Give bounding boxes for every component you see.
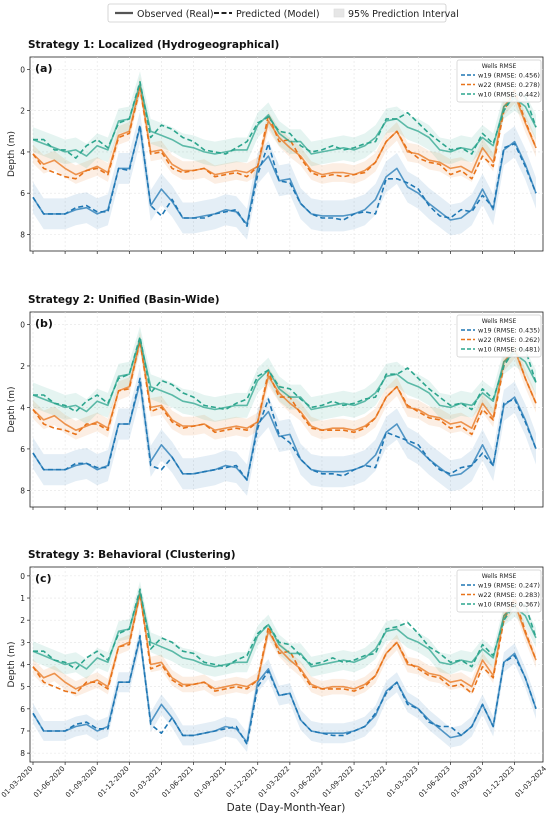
predicted-line-w10 [33,81,537,159]
prediction-interval-w19 [33,367,536,496]
wells-rmse-legend: Wells RMSE w19 (RMSE: 0.435)w22 (RMSE: 0.… [456,314,542,358]
x-tick-labels: 01-03-202001-06-202001-09-202001-12-2020… [0,764,548,799]
legend-entry-w22: w22 (RMSE: 0.278) [478,81,540,89]
prediction-interval-w22 [33,331,536,440]
y-tick-label: 2 [20,362,25,371]
y-tick-label: 6 [20,705,25,714]
y-axis-label: Depth (m) [7,386,17,432]
y-tick-label: 8 [20,486,25,495]
y-tick-label: 2 [20,107,25,116]
legend-observed: Observed (Real) [137,9,214,20]
legend-entry-w10: w10 (RMSE: 0.367) [478,601,540,609]
prediction-interval-w10 [33,71,536,169]
prediction-interval-w22 [33,585,536,697]
y-tick-label: 5 [20,683,25,692]
panel-label: (c) [35,572,52,585]
panel-label: (b) [35,317,53,330]
prediction-interval-w19 [33,111,536,240]
panel-title: Strategy 1: Localized (Hydrogeographical… [28,39,279,51]
x-tick-label: 01-09-2022 [321,765,355,799]
legend-entry-w22: w22 (RMSE: 0.262) [478,336,540,344]
y-tick-label: 0 [20,572,25,581]
legend-entry-w19: w19 (RMSE: 0.435) [478,327,540,335]
panel-1: Strategy 1: Localized (Hydrogeographical… [7,39,544,254]
legend-title: Wells RMSE [482,63,517,70]
observed-line-w19 [32,126,537,225]
y-tick-label: 1 [20,594,25,603]
panel-label: (a) [35,62,52,75]
legend-interval: 95% Prediction Interval [348,9,459,20]
x-tick-label: 01-06-2021 [161,765,195,799]
wells-rmse-legend: Wells RMSE w19 (RMSE: 0.247)w22 (RMSE: 0.… [456,569,542,613]
legend-title: Wells RMSE [482,318,517,325]
y-tick-label: 8 [20,230,25,239]
predicted-line-w19 [32,377,537,481]
y-tick-label: 4 [20,661,25,670]
x-tick-label: 01-03-2020 [0,765,34,799]
y-tick-label: 4 [20,148,25,157]
top-legend: Observed (Real) Predicted (Model) 95% Pr… [107,3,459,23]
predicted-line-w22 [32,592,537,695]
x-tick-label: 01-09-2020 [64,765,98,799]
x-tick-label: 01-06-2023 [417,765,451,799]
x-tick-label: 01-12-2022 [353,765,387,799]
x-axis-label: Date (Day-Month-Year) [227,802,346,814]
legend-entry-w19: w19 (RMSE: 0.456) [478,72,540,80]
y-tick-label: 2 [20,616,25,625]
y-tick-label: 3 [20,638,25,647]
legend-entry-w10: w10 (RMSE: 0.442) [478,91,540,99]
y-axis-label: Depth (m) [7,131,17,177]
y-tick-label: 0 [20,65,25,74]
prediction-interval-w22 [33,76,536,184]
y-tick-label: 0 [20,320,25,329]
y-tick-label: 4 [20,403,25,412]
predicted-line-w19 [32,124,537,227]
x-tick-label: 01-03-2024 [514,764,549,799]
x-tick-label: 01-09-2023 [449,765,483,799]
prediction-interval-w10 [33,581,536,679]
x-tick-label: 01-06-2022 [289,765,323,799]
x-tick-label: 01-09-2021 [193,765,227,799]
predicted-line-w10 [33,588,537,670]
panel-title: Strategy 3: Behavioral (Clustering) [28,549,236,561]
legend-predicted: Predicted (Model) [236,9,320,20]
panel-3: Strategy 3: Behavioral (Clustering) 0 1 2 3 4… [7,549,544,765]
y-tick-label: 7 [20,727,25,736]
x-tick-label: 01-03-2022 [257,765,291,799]
x-tick-label: 01-03-2023 [385,765,419,799]
panel-2: Strategy 2: Unified (Basin-Wide) 0 2 4 6 8 Dep… [7,294,544,510]
y-tick-label: 8 [20,749,25,758]
x-tick-label: 01-06-2020 [32,765,66,799]
y-tick-label: 6 [20,189,25,198]
legend-title: Wells RMSE [482,573,517,580]
prediction-interval-w19 [33,627,536,752]
prediction-interval-w10 [33,326,536,424]
panel-title: Strategy 2: Unified (Basin-Wide) [28,294,220,306]
x-tick-label: 01-12-2021 [225,765,259,799]
y-tick-label: 6 [20,445,25,454]
x-tick-label: 01-12-2020 [96,765,130,799]
predicted-line-w19 [32,634,537,746]
predicted-line-w22 [32,87,537,180]
legend-entry-w19: w19 (RMSE: 0.247) [478,582,540,590]
predicted-line-w22 [32,340,537,436]
wells-rmse-legend: Wells RMSE w19 (RMSE: 0.456)w22 (RMSE: 0.… [456,59,542,103]
legend-entry-w22: w22 (RMSE: 0.283) [478,591,540,599]
legend-entry-w10: w10 (RMSE: 0.481) [478,346,540,354]
y-axis-label: Depth (m) [7,641,17,687]
x-tick-label: 01-12-2023 [482,765,516,799]
x-tick-label: 01-03-2021 [128,765,162,799]
